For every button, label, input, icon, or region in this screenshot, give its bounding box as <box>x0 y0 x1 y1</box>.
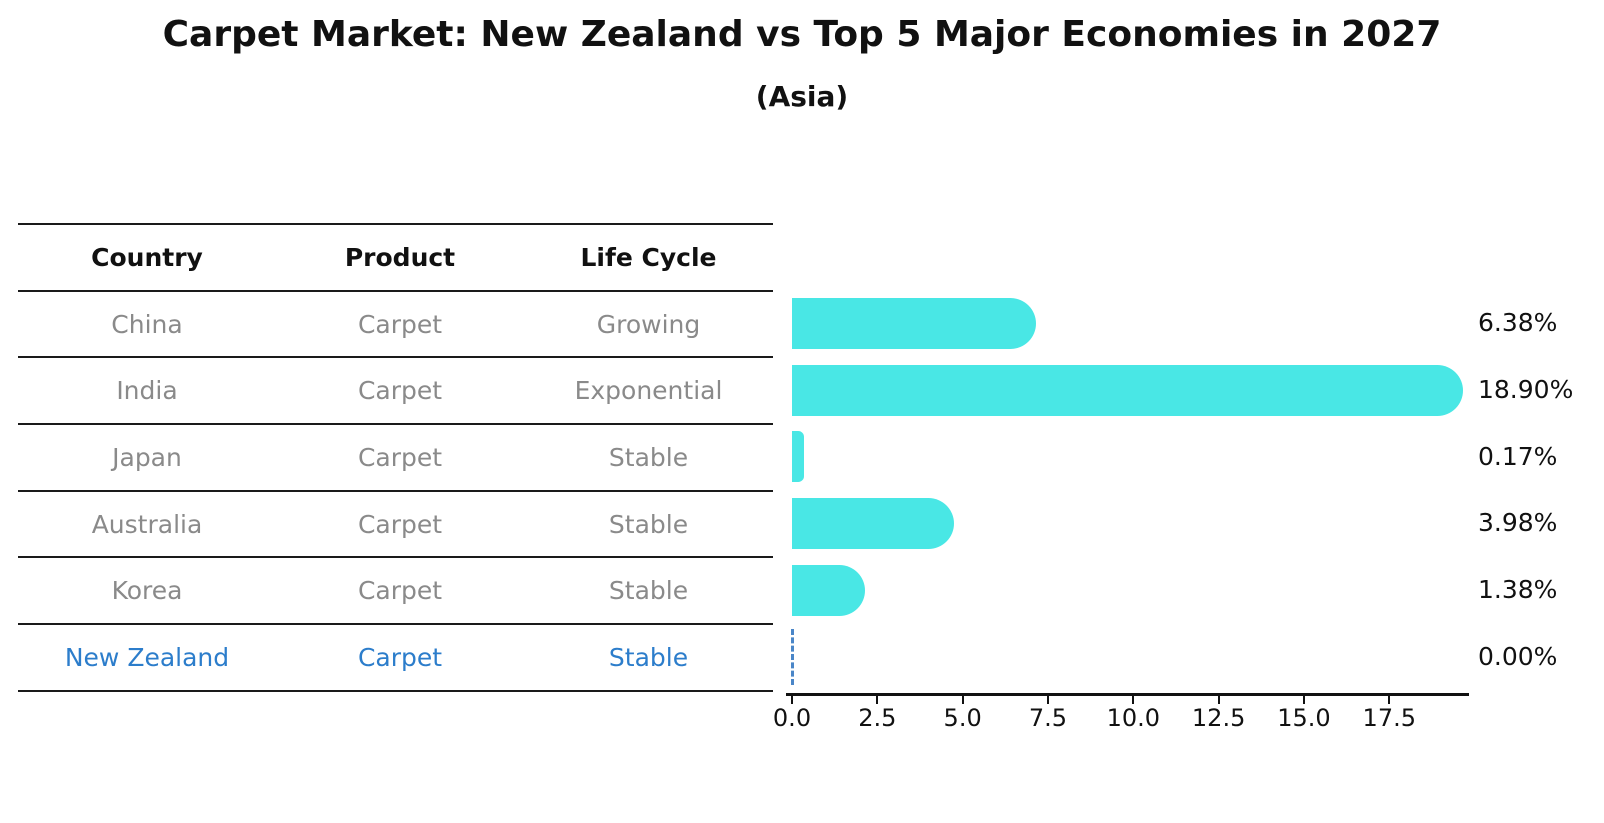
table-cell-life-cycle: Stable <box>608 442 689 472</box>
x-axis-tick <box>791 696 793 704</box>
bar-value-label-india: 18.90% <box>1478 375 1574 405</box>
table-cell-life-cycle: Growing <box>596 309 701 339</box>
table-cell-life-cycle: Stable <box>608 642 689 672</box>
table-cell-product: Carpet <box>357 442 443 472</box>
table-cell-product: Carpet <box>357 309 443 339</box>
x-axis-tick <box>961 696 964 704</box>
bar-value-label-korea: 1.38% <box>1478 575 1558 605</box>
table-cell-product: Carpet <box>357 509 443 539</box>
table-header-product: Product <box>344 242 456 272</box>
x-axis-line <box>786 693 1469 696</box>
bar-korea <box>792 564 866 616</box>
x-axis-tick <box>1046 696 1049 704</box>
bar-china <box>792 297 1036 349</box>
table-cell-country: Japan <box>112 442 182 472</box>
table-header-country: Country <box>91 242 203 272</box>
bar-india <box>792 364 1464 416</box>
bar-value-label-china: 6.38% <box>1478 308 1558 338</box>
x-axis-tick <box>1388 696 1391 704</box>
x-axis-tick-label: 17.5 <box>1362 704 1416 732</box>
table-cell-country: Korea <box>111 576 183 606</box>
table-row-australia: Australia Carpet Stable <box>18 492 773 559</box>
table-header-life-cycle: Life Cycle <box>580 242 717 272</box>
table-row-china: China Carpet Growing <box>18 292 773 359</box>
table-row-japan: Japan Carpet Stable <box>18 425 773 492</box>
table-cell-country: New Zealand <box>64 642 230 672</box>
x-axis-tick <box>876 696 879 704</box>
country-table: Country Product Life Cycle China Carpet Gr… <box>18 223 773 692</box>
x-axis-tick-label: 2.5 <box>858 704 897 732</box>
zero-value-dashed-line-new-zealand <box>791 628 794 685</box>
table-header-row: Country Product Life Cycle <box>18 225 773 292</box>
table-cell-life-cycle: Stable <box>608 576 689 606</box>
x-axis-tick <box>1132 696 1135 704</box>
table-cell-product: Carpet <box>357 642 443 672</box>
table-row-korea: Korea Carpet Stable <box>18 558 773 626</box>
x-axis-tick-label: 15.0 <box>1277 704 1331 732</box>
x-axis-tick-label: 10.0 <box>1106 704 1161 732</box>
x-axis-tick <box>1302 696 1305 704</box>
x-axis-tick <box>1217 696 1220 704</box>
bar-value-label-australia: 3.98% <box>1478 508 1558 538</box>
bar-japan <box>792 431 804 483</box>
table-row-new-zealand: New Zealand Carpet Stable <box>18 625 773 692</box>
bar-value-label-japan: 0.17% <box>1478 441 1558 471</box>
bar-value-label-new-zealand: 0.00% <box>1478 641 1558 671</box>
table-cell-life-cycle: Exponential <box>574 376 723 406</box>
table-cell-product: Carpet <box>357 576 443 606</box>
x-axis-tick-label: 7.5 <box>1028 704 1068 732</box>
x-axis-tick-label: 12.5 <box>1191 704 1246 732</box>
table-cell-country: Australia <box>91 509 203 539</box>
bar-australia <box>792 497 954 549</box>
x-axis-tick-label: 0.0 <box>772 704 812 732</box>
table-cell-product: Carpet <box>357 376 443 406</box>
chart-subtitle: (Asia) <box>755 80 849 113</box>
table-row-india: India Carpet Exponential <box>18 358 773 426</box>
table-cell-country: China <box>111 309 183 339</box>
table-cell-life-cycle: Stable <box>608 509 689 539</box>
chart-title: Carpet Market: New Zealand vs Top 5 Majo… <box>162 14 1442 55</box>
x-axis-tick-label: 5.0 <box>943 704 982 732</box>
table-cell-country: India <box>116 376 178 406</box>
